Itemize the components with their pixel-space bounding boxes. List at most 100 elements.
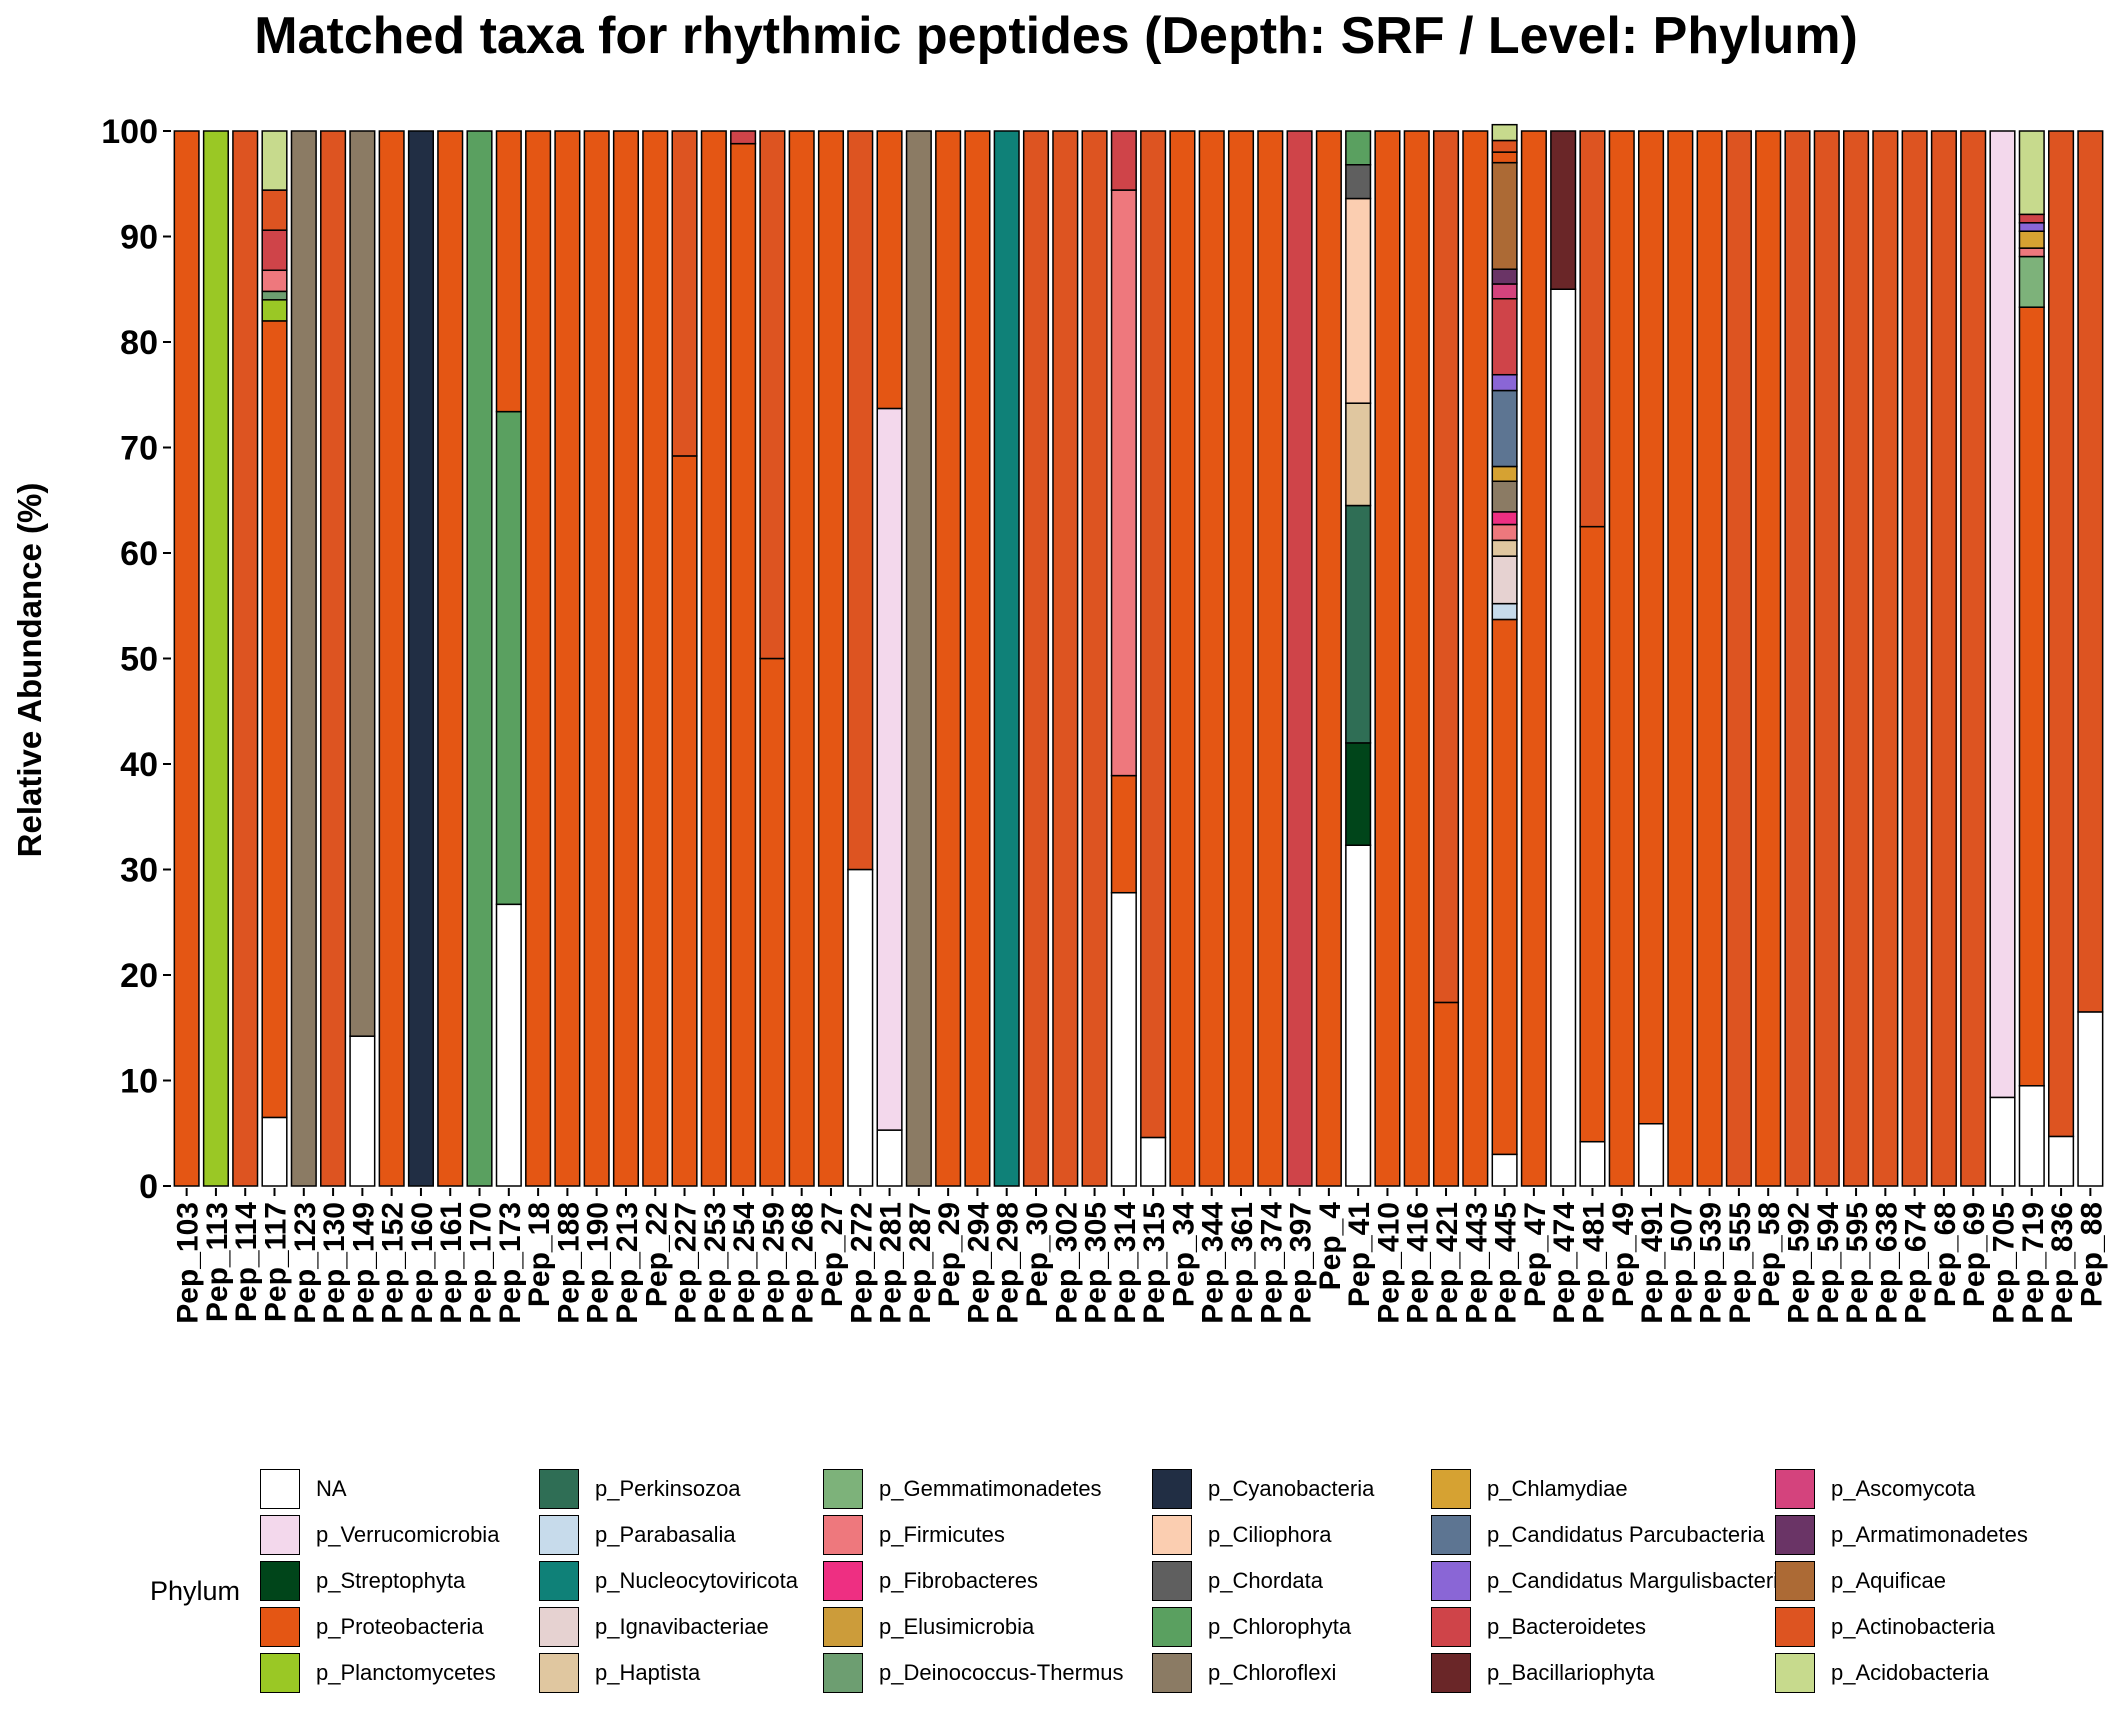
x-tick-label: Pep_190 [582,1202,615,1324]
bar-segment [730,142,757,1187]
x-tick-label: Pep_18 [523,1202,556,1307]
legend-item: p_Bacillariophyta [1431,1650,1775,1696]
bar-segment [261,269,288,293]
legend-label: p_Chlamydiae [1487,1476,1628,1501]
x-tick-label: Pep_705 [1987,1202,2020,1324]
bar-segment [378,130,405,1187]
bar-segment [876,1129,903,1187]
y-tick-label: 10 [120,1063,158,1101]
x-tick-label: Pep_58 [1753,1202,1786,1307]
bar-segment [1550,288,1577,1187]
bar-segment [1345,742,1372,846]
x-tick-label: Pep_259 [757,1202,790,1324]
legend-grid: NA p_Verrucomicrobia p_Streptophyta p_Prote… [260,1466,2075,1696]
bar-segment [1315,130,1342,1187]
bar-segment [349,1035,376,1187]
x-tick-label: Pep_49 [1607,1202,1640,1307]
legend-label: p_Ciliophora [1208,1522,1332,1547]
x-tick-label: Pep_41 [1343,1202,1376,1307]
legend-swatch [823,1607,863,1647]
bar-segment [261,1116,288,1187]
x-tick-label: Pep_4 [1314,1202,1347,1291]
x-tick-label: Pep_68 [1929,1202,1962,1307]
bar-segment [1491,297,1518,376]
legend-swatch [539,1607,579,1647]
bar-segment [1432,1001,1460,1187]
x-tick-label: Pep_421 [1431,1202,1464,1324]
x-tick-label: Pep_474 [1548,1202,1581,1324]
y-tick-label: 50 [120,641,158,679]
x-tick-label: Pep_213 [611,1202,644,1324]
legend-swatch [823,1469,863,1509]
bar-segment [1286,130,1313,1187]
legend-swatch [823,1653,863,1693]
legend-swatch [260,1607,300,1647]
bar-segment [1491,268,1518,285]
bar-segment [1257,130,1284,1187]
legend-item: p_Chordata [1152,1558,1431,1604]
bar-segment [1491,523,1518,542]
bar-segment [554,130,581,1187]
x-tick-label: Pep_113 [201,1202,234,1322]
legend-label: p_Firmicutes [879,1522,1005,1547]
x-tick-label: Pep_281 [875,1202,908,1324]
bar-segment [1813,130,1840,1187]
y-tick-label: 80 [120,324,158,362]
legend-label: p_Aquificae [1831,1568,1946,1593]
x-tick-label: Pep_29 [933,1202,966,1307]
x-tick-label: Pep_674 [1900,1202,1933,1324]
y-tick-label: 20 [120,957,158,995]
y-tick-label: 90 [120,219,158,257]
bar-segment [2018,306,2045,1087]
bar-segment [1432,130,1460,1004]
bar-segment [1345,197,1372,404]
bar-segment [1491,539,1518,557]
legend-label: p_Actinobacteria [1831,1614,1995,1639]
legend-swatch [260,1469,300,1509]
legend-swatch [1431,1653,1471,1693]
x-tick-label: Pep_188 [552,1202,585,1324]
bar-segment [261,299,288,322]
bar-segment [1637,1123,1665,1187]
x-tick-label: Pep_117 [260,1202,293,1322]
bar-segment [1667,130,1694,1187]
y-tick-label: 60 [120,535,158,573]
legend-swatch [1152,1607,1192,1647]
legend-item: p_Firmicutes [823,1512,1152,1558]
bar-segment [1491,389,1518,468]
bar-segment [905,130,932,1187]
x-tick-label: Pep_298 [992,1202,1025,1324]
legend: Phylum NA p_Verrucomicrobia p_Streptophyta… [145,1466,2105,1716]
x-tick-label: Pep_410 [1372,1202,1405,1324]
bar-segment [2018,130,2045,216]
bar-segment [1491,151,1518,164]
x-tick-label: Pep_416 [1402,1202,1435,1324]
x-tick-label: Pep_594 [1812,1202,1845,1324]
legend-item: p_Verrucomicrobia [260,1512,539,1558]
legend-item: p_Candidatus Margulisbacteria [1431,1558,1790,1604]
x-tick-label: Pep_161 [435,1202,468,1324]
bar-segment [847,130,874,871]
legend-label: p_Proteobacteria [316,1614,484,1639]
bar-segment [1345,504,1372,744]
x-tick-label: Pep_836 [2046,1202,2079,1324]
legend-item: p_Streptophyta [260,1558,539,1604]
bar-segment [261,130,288,191]
legend-item: p_Armatimonadetes [1775,1512,2075,1558]
x-tick-label: Pep_152 [377,1202,410,1324]
x-tick-label: Pep_253 [699,1202,732,1324]
legend-item: p_Elusimicrobia [823,1604,1152,1650]
x-tick-label: Pep_160 [406,1202,439,1324]
bar-segment [1110,774,1137,894]
legend-item: NA [260,1466,539,1512]
x-tick-label: Pep_88 [2075,1202,2108,1307]
y-tick-label: 70 [120,430,158,468]
legend-label: p_Candidatus Margulisbacteria [1487,1568,1791,1593]
bar-segment [1725,130,1752,1187]
legend-label: p_Chloroflexi [1208,1660,1337,1685]
legend-label: p_Armatimonadetes [1831,1522,2028,1547]
chart-title: Matched taxa for rhythmic peptides (Dept… [254,7,1858,65]
legend-label: p_Elusimicrobia [879,1614,1035,1639]
legend-swatch [539,1515,579,1555]
x-tick-label: Pep_173 [494,1202,527,1324]
